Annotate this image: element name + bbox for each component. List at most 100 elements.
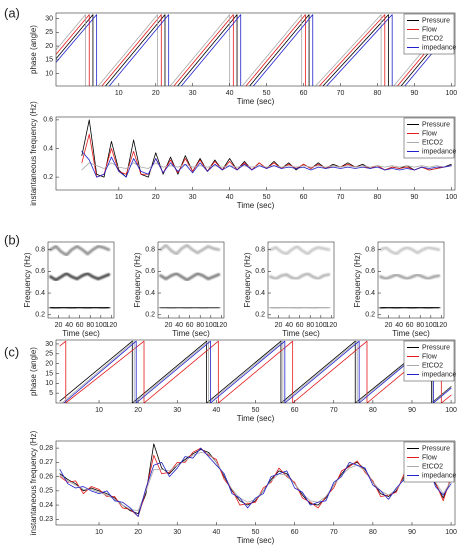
y-axis-label: Frequency (Hz) xyxy=(353,252,362,307)
spectral-ridge xyxy=(379,305,441,310)
axes-frame xyxy=(157,241,225,319)
axes-frame xyxy=(267,241,335,319)
plot-background xyxy=(56,340,455,403)
plot-area xyxy=(56,117,455,190)
x-tick-label: 100 xyxy=(445,90,457,97)
y-tick-label: 0.6 xyxy=(145,268,155,275)
x-tick-label: 10 xyxy=(115,90,123,97)
x-tick-label: 100 xyxy=(205,322,217,329)
spectral-ridge xyxy=(159,305,221,310)
plot-area xyxy=(268,242,334,318)
y-tick-label: 0.2 xyxy=(365,312,375,319)
plot-background xyxy=(48,242,114,318)
legend-label: Pressure xyxy=(422,445,450,452)
legend-label: impedance xyxy=(422,44,456,51)
legend-label: Flow xyxy=(422,26,438,33)
series-line xyxy=(56,14,452,86)
y-tick-label: 0.6 xyxy=(43,117,53,124)
y-tick-label: 0.4 xyxy=(145,290,155,297)
legend-label: Pressure xyxy=(422,121,450,128)
spectral-ridge xyxy=(159,271,221,282)
x-tick-label: 120 xyxy=(106,322,118,329)
y-axis-label: Frequency (Hz) xyxy=(23,252,32,307)
x-axis-label: Time (sec) xyxy=(172,329,210,338)
legend-label: impedance xyxy=(422,148,456,155)
x-tick-label: 40 xyxy=(212,529,220,536)
x-tick-label: 50 xyxy=(252,529,260,536)
x-axis-label: Time (sec) xyxy=(282,329,320,338)
y-tick-label: 25 xyxy=(45,29,53,36)
x-tick-label: 40 xyxy=(175,322,183,329)
x-tick-label: 60 xyxy=(76,322,84,329)
series-line xyxy=(81,162,452,171)
series-line xyxy=(59,447,452,517)
axes-frame xyxy=(55,12,456,87)
x-tick-label: 40 xyxy=(226,194,234,201)
x-axis-label: Time (sec) xyxy=(62,329,100,338)
y-tick-label: 0.6 xyxy=(365,268,375,275)
y-tick-label: 0.8 xyxy=(255,246,265,253)
x-tick-label: 60 xyxy=(291,529,299,536)
x-tick-label: 30 xyxy=(189,90,197,97)
x-tick-label: 70 xyxy=(330,529,338,536)
y-tick-label: 0.27 xyxy=(39,459,53,466)
legend-label: Flow xyxy=(422,353,438,360)
x-axis-label: Time (sec) xyxy=(237,414,275,423)
legend-label: Pressure xyxy=(422,17,450,24)
y-tick-label: 0.25 xyxy=(39,488,53,495)
y-tick-label: 0.2 xyxy=(255,312,265,319)
y-tick-label: 0.23 xyxy=(39,516,53,523)
x-tick-label: 70 xyxy=(330,407,338,414)
legend-label: Pressure xyxy=(422,344,450,351)
y-tick-label: 0.4 xyxy=(365,290,375,297)
x-tick-label: 100 xyxy=(445,194,457,201)
x-tick-label: 70 xyxy=(337,90,345,97)
y-axis-label: Frequency (Hz) xyxy=(243,252,252,307)
y-tick-label: 15 xyxy=(45,370,53,377)
x-tick-label: 90 xyxy=(408,529,416,536)
y-tick-label: 0.8 xyxy=(35,246,45,253)
plot-background xyxy=(56,117,455,190)
x-tick-label: 80 xyxy=(374,194,382,201)
y-tick-label: 5 xyxy=(49,390,53,397)
x-tick-label: 20 xyxy=(134,407,142,414)
x-tick-label: 60 xyxy=(300,194,308,201)
y-axis-label: phase (angle) xyxy=(29,25,38,74)
x-axis-label: Time (sec) xyxy=(237,536,275,545)
x-tick-label: 40 xyxy=(212,407,220,414)
panel-label: (b) xyxy=(4,232,20,247)
x-tick-label: 20 xyxy=(55,322,63,329)
x-tick-label: 20 xyxy=(165,322,173,329)
plot-background xyxy=(378,242,444,318)
legend-label: EtCO2 xyxy=(422,35,443,42)
legend-label: EtCO2 xyxy=(422,139,443,146)
x-tick-label: 40 xyxy=(395,322,403,329)
y-tick-label: 30 xyxy=(45,341,53,348)
y-tick-label: 0.2 xyxy=(35,312,45,319)
x-tick-label: 80 xyxy=(374,90,382,97)
spectral-ridge xyxy=(49,271,111,282)
x-tick-label: 80 xyxy=(306,322,314,329)
x-tick-label: 120 xyxy=(326,322,338,329)
y-tick-label: 20 xyxy=(45,43,53,50)
spectral-ridge xyxy=(379,245,441,256)
axes-frame xyxy=(47,241,115,319)
spectral-ridge xyxy=(269,271,331,281)
legend-label: EtCO2 xyxy=(422,362,443,369)
x-tick-label: 10 xyxy=(115,194,123,201)
x-tick-label: 10 xyxy=(95,529,103,536)
y-tick-label: 0.8 xyxy=(145,246,155,253)
plot-area xyxy=(56,340,455,403)
x-tick-label: 40 xyxy=(226,90,234,97)
x-tick-label: 80 xyxy=(86,322,94,329)
y-tick-label: 0.26 xyxy=(39,473,53,480)
x-tick-label: 60 xyxy=(291,407,299,414)
y-axis-label: Frequency (Hz) xyxy=(133,252,142,307)
y-axis-label: phase (angle) xyxy=(29,347,38,396)
x-tick-label: 50 xyxy=(263,90,271,97)
plot-area xyxy=(378,242,444,318)
legend-label: EtCO2 xyxy=(422,463,443,470)
y-tick-label: 0.2 xyxy=(43,174,53,181)
spectral-ridge xyxy=(379,273,441,281)
